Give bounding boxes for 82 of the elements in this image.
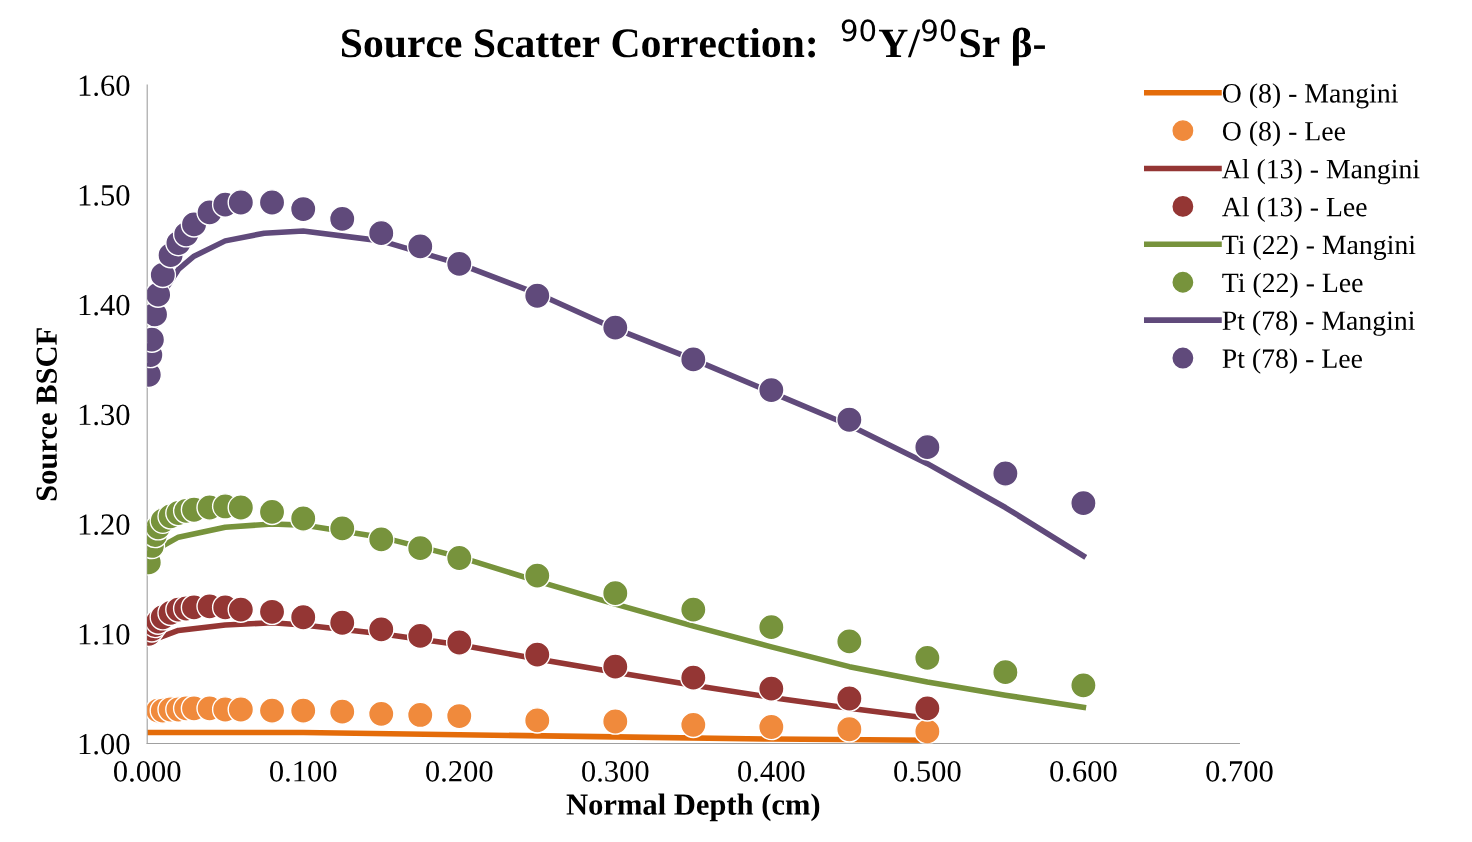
point [523, 282, 551, 310]
y-tick-label: 1.50 [79, 185, 130, 206]
legend-label: Ti (22) - Mangini [1222, 234, 1416, 261]
y-tick-label: 1.20 [79, 514, 130, 536]
point [227, 696, 255, 723]
x-tick-label: 0.300 [582, 761, 649, 782]
point [992, 460, 1019, 487]
point [328, 609, 356, 637]
x-tick-label: 0.000 [113, 761, 181, 782]
legend-label: Ti (22) - Lee [1222, 272, 1363, 298]
point [289, 505, 317, 532]
point [680, 711, 707, 739]
point [601, 579, 629, 607]
point [836, 628, 863, 655]
legend-label: Pt (78) - Lee [1222, 348, 1362, 374]
chart-title: Source Scatter Correction: $^{90}$Y/$^{90}$Sr β- [341, 19, 1045, 66]
point [523, 641, 551, 668]
point [258, 189, 286, 216]
point [680, 346, 707, 373]
point [258, 697, 286, 724]
point [328, 205, 356, 233]
point [758, 376, 785, 404]
x-tick-label: 0.200 [426, 761, 493, 782]
point [914, 433, 941, 461]
point [601, 708, 629, 735]
point [406, 701, 434, 729]
point [445, 702, 473, 730]
point [914, 695, 941, 722]
point [367, 700, 395, 728]
point [758, 613, 785, 641]
point [836, 406, 863, 434]
point [289, 603, 317, 631]
y-tick-label: 1.30 [79, 404, 130, 426]
point [758, 713, 785, 741]
x-axis-title: Normal Depth (cm) [566, 793, 820, 822]
legend-label: Al (13) - Lee [1222, 196, 1367, 223]
point [1070, 489, 1097, 517]
point [601, 314, 629, 341]
y-axis-title: Source BSCF [36, 328, 58, 501]
point [227, 596, 255, 623]
point [367, 219, 395, 247]
point [445, 544, 473, 572]
point [445, 250, 473, 278]
y-tick-label: 1.40 [79, 294, 130, 316]
point [328, 515, 356, 542]
x-tick-label: 0.600 [1050, 761, 1117, 782]
point [1070, 672, 1097, 699]
point [523, 562, 551, 589]
legend-label: O (8) - Lee [1222, 121, 1345, 147]
point [367, 616, 395, 643]
point [406, 534, 434, 562]
point [914, 718, 941, 744]
point [836, 685, 863, 712]
x-tick-label: 0.700 [1206, 761, 1273, 782]
y-tick-label: 1.00 [79, 733, 130, 755]
point [836, 715, 863, 743]
legend-label: Pt (78) - Mangini [1222, 310, 1415, 336]
point [406, 233, 434, 260]
point [445, 629, 473, 656]
point [523, 707, 551, 734]
point [406, 622, 434, 650]
y-tick-label: 1.10 [79, 624, 130, 645]
point [758, 675, 785, 702]
x-tick-label: 0.100 [270, 761, 337, 782]
point [328, 698, 356, 725]
point [289, 195, 317, 223]
point [680, 664, 707, 691]
point [601, 653, 629, 680]
point [914, 644, 941, 672]
x-tick-label: 0.500 [894, 761, 961, 782]
point [258, 498, 286, 526]
legend-label: Al (13) - Mangini [1222, 158, 1420, 185]
x-tick-label: 0.400 [738, 761, 805, 782]
point [367, 526, 395, 553]
point [289, 697, 317, 724]
legend-label: O (8) - Mangini [1222, 83, 1398, 109]
point [258, 598, 286, 626]
point [680, 596, 707, 623]
point [992, 658, 1019, 686]
point [227, 494, 255, 521]
y-tick-label: 1.60 [79, 75, 130, 97]
point [227, 189, 255, 216]
